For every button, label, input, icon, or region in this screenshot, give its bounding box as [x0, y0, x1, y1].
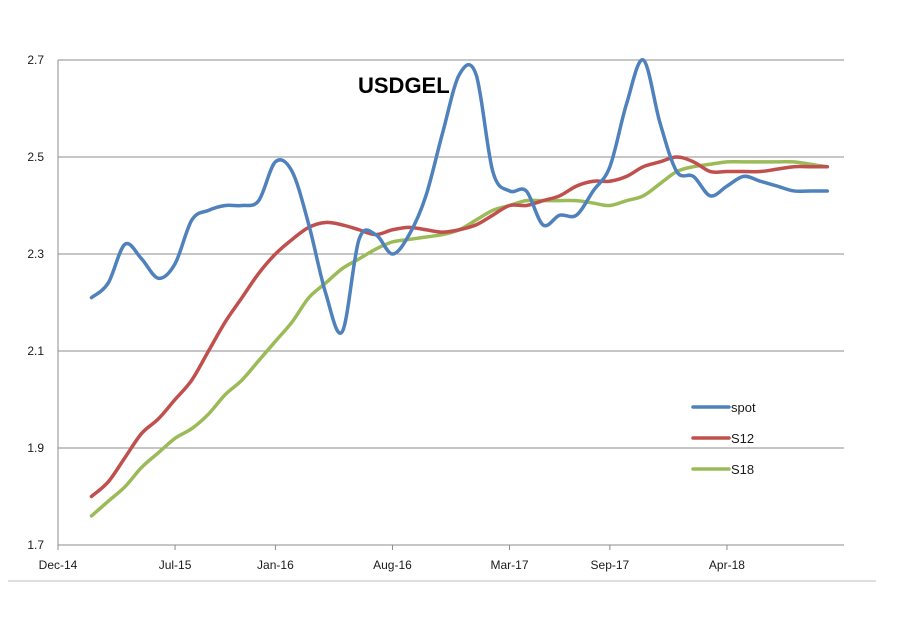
- y-tick-label: 2.1: [27, 344, 44, 358]
- y-tick-label: 2.7: [27, 53, 44, 67]
- x-tick-label: Jan-16: [257, 558, 294, 572]
- x-tick-label: Mar-17: [491, 558, 529, 572]
- horizontal-gridlines: [58, 59, 844, 546]
- chart-title: USDGEL: [358, 73, 450, 98]
- x-tick-label: Dec-14: [39, 558, 78, 572]
- y-tick-label: 1.7: [27, 538, 44, 552]
- legend-label-s12: S12: [731, 431, 754, 446]
- x-tick-label: Jul-15: [159, 558, 192, 572]
- x-tick-label: Aug-16: [373, 558, 412, 572]
- series-line-s18: [89, 159, 830, 518]
- series-lines: [89, 58, 830, 518]
- y-tick-label: 2.3: [27, 247, 44, 261]
- legend-label-s18: S18: [731, 462, 754, 477]
- legend: spot S12 S18: [691, 400, 756, 477]
- axes: 1.7 1.9 2.1 2.3 2.5 2.7 Dec-14 Jul-15 Jan-16 Aug-…: [27, 53, 844, 572]
- series-line-spot: [89, 58, 830, 335]
- legend-label-spot: spot: [731, 400, 756, 415]
- x-tick-label: Sep-17: [591, 558, 630, 572]
- x-tick-label: Apr-18: [709, 558, 745, 572]
- y-tick-label: 1.9: [27, 441, 44, 455]
- y-tick-label: 2.5: [27, 150, 44, 164]
- series-line-s12: [89, 155, 830, 499]
